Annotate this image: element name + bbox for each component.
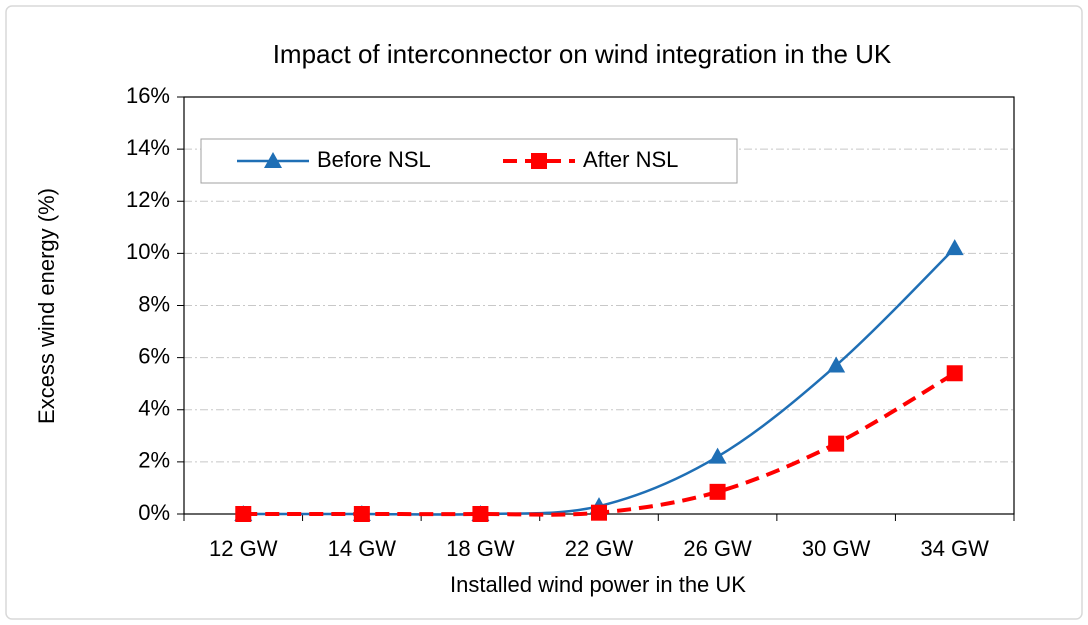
- data-point: [827, 356, 846, 373]
- y-tick-label: 16%: [126, 83, 170, 108]
- y-tick-label: 0%: [138, 500, 170, 525]
- data-point: [708, 447, 727, 464]
- x-axis-title: Installed wind power in the UK: [450, 572, 746, 597]
- y-axis-title: Excess wind energy (%): [34, 188, 59, 424]
- data-point: [591, 504, 607, 521]
- x-tick-label: 22 GW: [565, 536, 634, 561]
- legend-marker: [264, 152, 282, 168]
- data-point: [945, 239, 964, 256]
- data-point: [353, 506, 370, 522]
- y-tick-label: 14%: [126, 135, 170, 160]
- x-tick-label: 26 GW: [683, 536, 752, 561]
- y-tick-label: 10%: [126, 239, 170, 264]
- x-tick-label: 14 GW: [328, 536, 397, 561]
- data-point: [828, 435, 845, 452]
- legend-label: Before NSL: [317, 147, 431, 172]
- x-tick-label: 34 GW: [920, 536, 989, 561]
- y-tick-label: 2%: [138, 448, 170, 473]
- x-tick-label: 12 GW: [209, 536, 278, 561]
- x-tick-label: 30 GW: [802, 536, 871, 561]
- chart-title: Impact of interconnector on wind integra…: [273, 39, 892, 69]
- data-point: [946, 365, 963, 382]
- data-point: [472, 506, 489, 522]
- data-point: [709, 483, 726, 500]
- legend-marker: [531, 153, 547, 169]
- x-tick-label: 18 GW: [446, 536, 515, 561]
- y-tick-label: 12%: [126, 187, 170, 212]
- legend-label: After NSL: [583, 147, 678, 172]
- y-tick-label: 4%: [138, 396, 170, 421]
- data-point: [235, 506, 252, 522]
- y-tick-label: 8%: [138, 291, 170, 316]
- y-tick-label: 6%: [138, 343, 170, 368]
